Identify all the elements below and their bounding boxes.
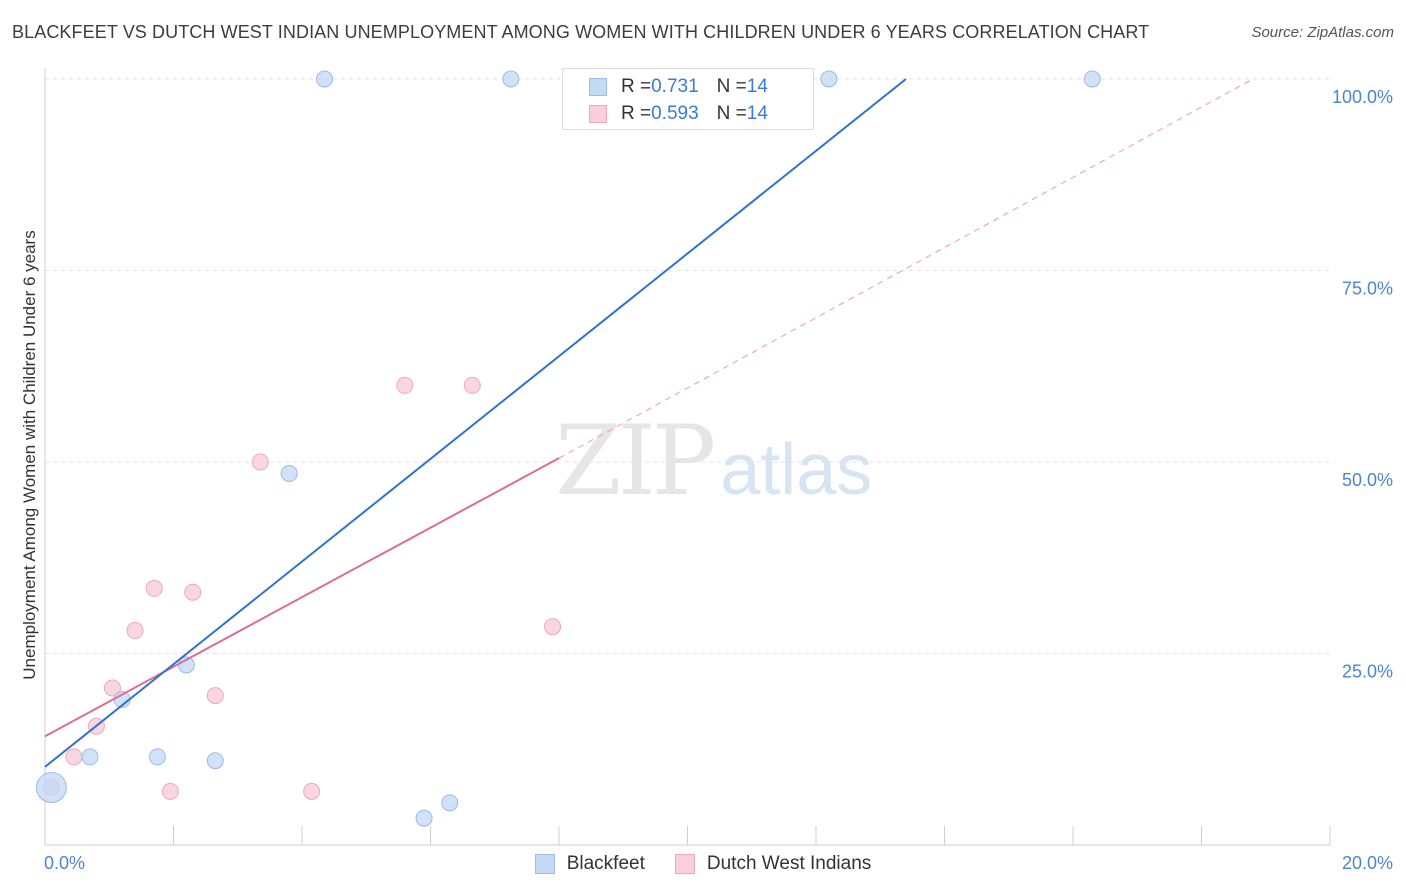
y-tick-label: 75.0% [1342,279,1393,299]
dutch-point [103,679,121,697]
legend-row-dutch: R = 0.593 N = 14 [589,102,768,126]
blackfeet-point [502,70,520,88]
legend-label-dutch: Dutch West Indians [706,853,872,874]
blackfeet-point [315,70,333,88]
legend-item-dutch[interactable]: Dutch West Indians [674,853,872,875]
dutch-trendline [44,457,560,738]
chart-title: BLACKFEET VS DUTCH WEST INDIAN UNEMPLOYM… [12,22,1150,42]
blackfeet-point [415,809,433,827]
dutch-point [463,376,481,394]
dutch-legend-icon [674,854,695,874]
blackfeet-point [820,70,838,88]
y-tick-label: 50.0% [1342,470,1393,490]
blackfeet-trendline [44,78,907,768]
dutch-swatch-icon [589,105,607,123]
dutch-point [396,376,414,394]
dutch-point [145,579,163,597]
dutch-point [251,453,269,471]
legend-label-blackfeet: Blackfeet [566,853,645,874]
r-value-dutch: 0.593 [651,103,699,124]
n-value-blackfeet: 14 [746,76,768,97]
x-tick-label: 0.0% [44,853,85,873]
n-label: N = [716,76,747,97]
dutch-point [126,622,144,640]
dutch-point [184,583,202,601]
blackfeet-point [35,772,67,804]
n-label: N = [716,103,747,124]
source-credit: Source: ZipAtlas.com [1251,24,1394,41]
r-label: R = [621,103,652,124]
x-tick-label: 20.0% [1342,853,1393,873]
blackfeet-point [81,748,99,766]
legend-row-blackfeet: R = 0.731 N = 14 [589,75,768,99]
blackfeet-point [280,464,298,482]
correlation-legend: R = 0.731 N = 14 R = 0.593 N = 14 [562,68,814,130]
blackfeet-point [206,752,224,770]
dutch-point [206,687,224,705]
blackfeet-swatch-icon [589,78,607,96]
blackfeet-point [441,794,459,812]
legend-item-blackfeet[interactable]: Blackfeet [534,853,645,875]
r-label: R = [621,76,652,97]
n-value-dutch: 14 [746,103,768,124]
dutch-point [161,782,179,800]
dutch-trendline-extension [558,78,1254,459]
y-tick-label: 100.0% [1332,87,1393,107]
blackfeet-point [1083,70,1101,88]
r-value-blackfeet: 0.731 [651,76,699,97]
blackfeet-legend-icon [534,854,555,874]
dutch-point [544,618,562,636]
blackfeet-point [148,748,166,766]
dutch-point [303,782,321,800]
y-tick-label: 25.0% [1342,662,1393,682]
dutch-point [65,748,83,766]
series-legend: Blackfeet Dutch West Indians [0,852,1406,876]
